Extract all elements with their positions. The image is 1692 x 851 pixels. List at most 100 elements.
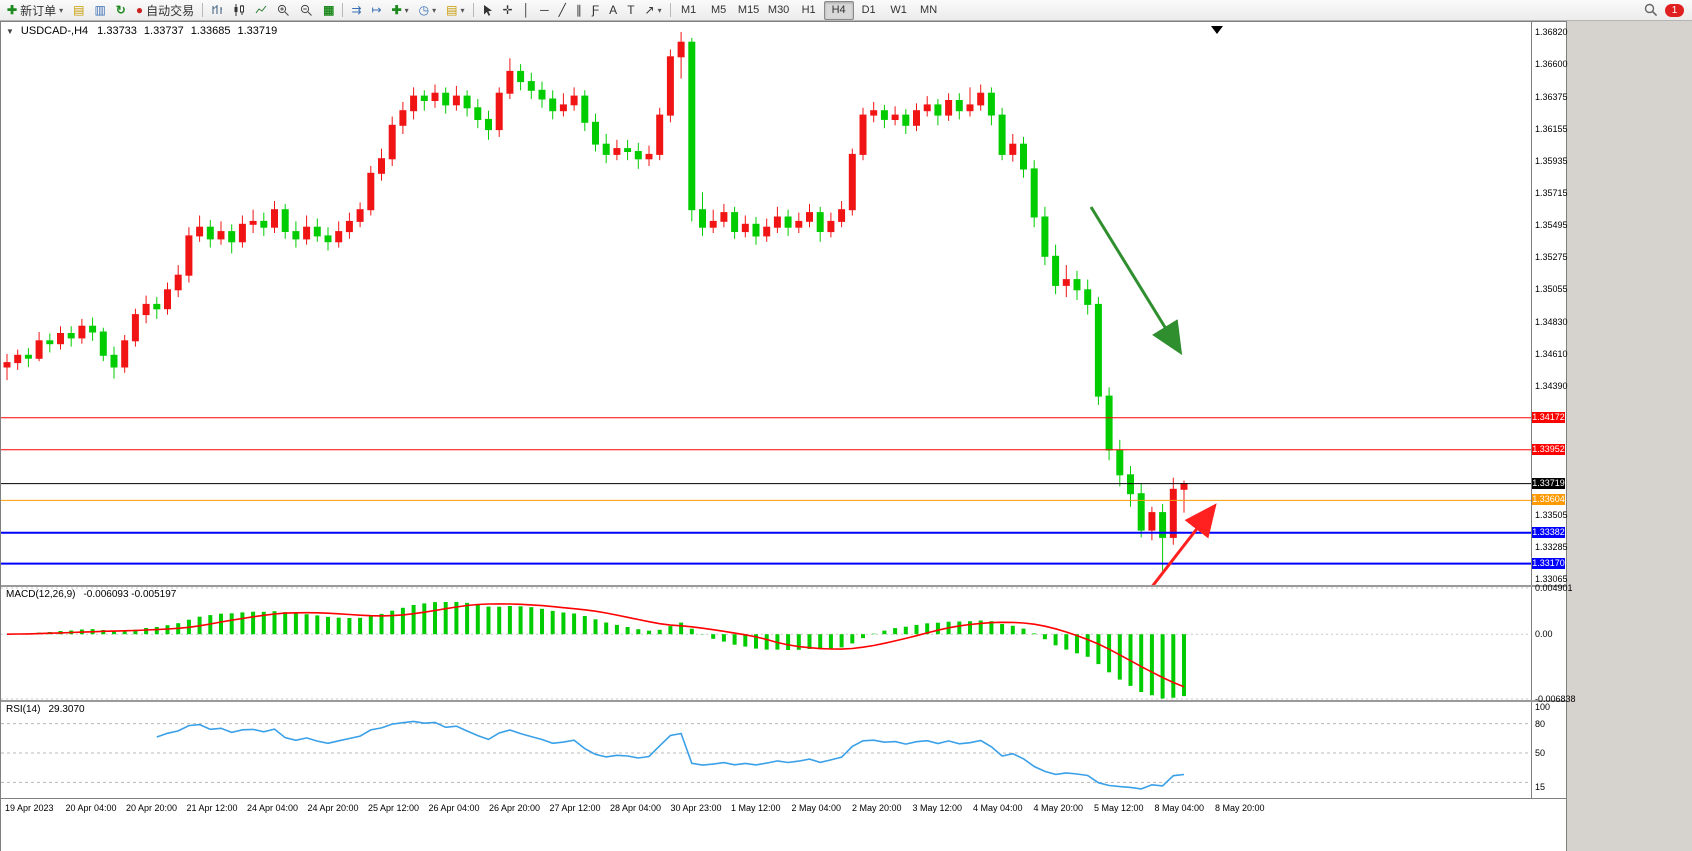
toolbar-separator — [202, 3, 204, 17]
time-axis-label: 26 Apr 04:00 — [428, 803, 480, 813]
time-axis-label: 4 May 04:00 — [973, 803, 1023, 813]
time-axis-label: 26 Apr 20:00 — [489, 803, 541, 813]
symbol-dropdown-icon[interactable]: ▼ — [6, 26, 14, 36]
candlestick-type-button[interactable] — [228, 0, 250, 20]
fibonacci-icon: Ƒ — [591, 3, 600, 17]
history-center-button[interactable]: ▤ — [68, 0, 89, 20]
notification-badge[interactable]: 1 — [1665, 3, 1684, 17]
chart-symbol: USDCAD-,H4 — [20, 25, 89, 37]
time-axis[interactable]: 19 Apr 2023 20 Apr 04:00 20 Apr 20:00 21 Ap… — [1, 798, 1566, 817]
price-level-tag: 1.33604 — [1532, 494, 1565, 506]
time-axis-label: 2 May 04:00 — [791, 803, 842, 813]
auto-trading-icon: ● — [135, 3, 144, 17]
auto-trading-button[interactable]: ● 自动交易 — [131, 0, 199, 20]
tile-windows-button[interactable]: ▦ — [318, 0, 339, 20]
price-level-tag: 1.33170 — [1532, 557, 1565, 569]
rsi-axis-label: 100 — [1535, 702, 1551, 712]
line-chart-type-button[interactable] — [250, 0, 272, 20]
profiles-button[interactable]: ▥ — [89, 0, 110, 20]
workspace-empty-area — [1567, 21, 1692, 851]
candlestick-chart[interactable]: ▼ USDCAD-,H4 1.33733 1.33737 1.33685 1.3… — [1, 22, 1531, 589]
new-order-button[interactable]: ✚ 新订单 ▾ — [2, 0, 68, 20]
bar-chart-type-button[interactable] — [206, 0, 228, 20]
timeframe-mn-button[interactable]: MN — [920, 4, 938, 16]
pane-separator-rsi[interactable] — [1, 700, 1566, 702]
macd-values: -0.006093 -0.005197 — [83, 589, 177, 600]
channel-tool-button[interactable]: ∥ — [571, 0, 587, 20]
zoom-in-button[interactable] — [272, 0, 295, 20]
candles-svg — [1, 26, 1531, 589]
horizontal-line-tool-button[interactable]: ─ — [535, 0, 554, 20]
vertical-line-icon: │ — [522, 3, 531, 17]
text-label-tool-button[interactable]: T — [622, 0, 639, 20]
time-axis-label: 20 Apr 20:00 — [126, 803, 178, 813]
macd-scale[interactable]: 0.004901 0.00 -0.006838 — [1531, 583, 1576, 704]
refresh-icon: ↻ — [115, 3, 126, 17]
price-axis-label: 1.35715 — [1535, 187, 1568, 198]
horizontal-line-icon: ─ — [540, 3, 549, 17]
time-axis-label: 30 Apr 23:00 — [670, 803, 722, 813]
time-axis-label: 5 May 12:00 — [1094, 803, 1144, 813]
price-level-tag: 1.33952 — [1532, 443, 1565, 455]
cursor-tool-button[interactable] — [477, 0, 498, 20]
macd-axis-label: 0.00 — [1535, 629, 1553, 640]
periods-button[interactable]: ◷ ▾ — [414, 0, 442, 20]
timeframe-m1-button[interactable]: M1 — [680, 4, 697, 16]
chevron-down-icon: ▾ — [657, 5, 662, 15]
time-axis-label: 21 Apr 12:00 — [186, 803, 238, 813]
arrows-tool-button[interactable]: ↗ ▾ — [640, 0, 667, 20]
candlestick-icon — [234, 4, 245, 16]
price-axis-label: 1.35055 — [1535, 284, 1568, 295]
price-axis-label: 1.35275 — [1535, 252, 1568, 263]
time-axis-label: 8 May 04:00 — [1154, 803, 1205, 813]
timeframe-m15-button[interactable]: M15 — [737, 4, 760, 16]
toolbar-separator — [472, 3, 474, 17]
text-label-icon: T — [627, 3, 635, 17]
timeframe-w1-button[interactable]: W1 — [890, 4, 907, 16]
history-icon: ▤ — [73, 3, 85, 17]
chart-window-usdcad-h4: ▼ USDCAD-,H4 1.33733 1.33737 1.33685 1.3… — [0, 21, 1576, 851]
quote-high: 1.33737 — [143, 25, 184, 37]
refresh-button[interactable]: ↻ — [111, 0, 131, 20]
macd-indicator-pane[interactable]: MACD(12,26,9) -0.006093 -0.005197 — [1, 587, 1531, 700]
price-axis-label: 1.33505 — [1535, 509, 1568, 520]
templates-button[interactable]: ▤ ▾ — [441, 0, 469, 20]
timeframe-h4-button[interactable]: H4 — [823, 0, 854, 20]
auto-scroll-button[interactable]: ⇉ — [346, 0, 366, 20]
time-axis-label: 8 May 20:00 — [1215, 803, 1265, 813]
rsi-axis-label: 50 — [1535, 748, 1546, 758]
text-tool-button[interactable]: A — [604, 0, 622, 20]
vertical-line-tool-button[interactable]: │ — [518, 0, 536, 20]
time-axis-label: 1 May 12:00 — [731, 803, 781, 813]
macd-axis-label: -0.006838 — [1535, 694, 1576, 704]
timeframe-h1-button[interactable]: H1 — [801, 4, 816, 16]
chevron-down-icon: ▾ — [460, 5, 465, 15]
auto-trading-label: 自动交易 — [146, 3, 195, 18]
price-scale[interactable]: 1.36820 1.36600 1.36375 1.36155 1.35935 1.357… — [1531, 22, 1568, 585]
window-bottom-space — [1, 817, 1566, 851]
timeframe-m30-button[interactable]: M30 — [767, 4, 790, 16]
timeframe-m5-button[interactable]: M5 — [710, 4, 727, 16]
add-indicator-button[interactable]: ✚ ▾ — [387, 0, 414, 20]
time-axis-label: 27 Apr 12:00 — [549, 803, 601, 813]
price-axis-label: 1.36375 — [1535, 91, 1568, 102]
new-order-icon: ✚ — [7, 3, 18, 17]
timeframe-d1-button[interactable]: D1 — [861, 4, 876, 16]
fibonacci-tool-button[interactable]: Ƒ — [587, 0, 604, 20]
trendline-tool-button[interactable]: ╱ — [554, 0, 571, 20]
pane-separator-macd[interactable] — [1, 585, 1566, 587]
time-axis-label: 24 Apr 04:00 — [247, 803, 299, 813]
crosshair-tool-button[interactable]: ✛ — [498, 0, 518, 20]
quote-open: 1.33733 — [97, 25, 137, 37]
chart-shift-icon: ↦ — [371, 3, 382, 17]
zoom-out-button[interactable] — [295, 0, 318, 20]
chevron-down-icon: ▾ — [404, 5, 409, 15]
toolbar-separator — [669, 3, 671, 17]
rsi-indicator-pane[interactable]: RSI(14) 29.3070 — [1, 702, 1531, 798]
search-button[interactable] — [1639, 0, 1663, 20]
time-axis-label: 3 May 12:00 — [912, 803, 963, 813]
trendline-icon: ╱ — [558, 3, 566, 17]
chart-shift-button[interactable]: ↦ — [367, 0, 387, 20]
rsi-scale[interactable]: 100 80 50 15 — [1531, 702, 1566, 798]
